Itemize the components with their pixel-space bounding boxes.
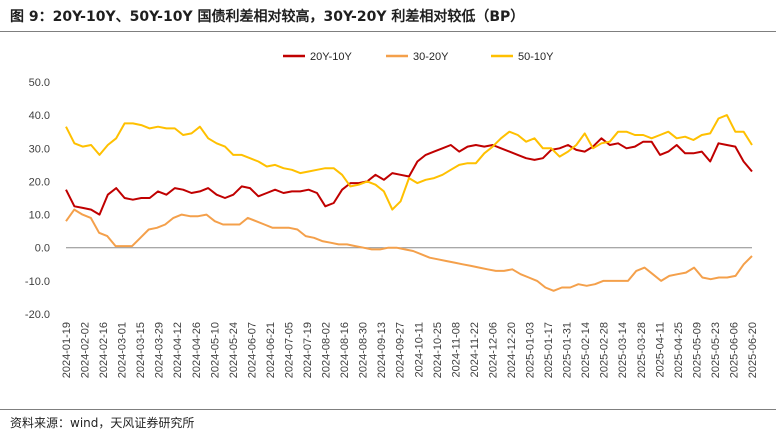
x-tick-label: 2024-03-01 [117, 322, 129, 378]
y-tick-label: 20.0 [29, 176, 50, 188]
x-tick-label: 2024-11-08 [450, 322, 462, 377]
x-tick-label: 2025-03-28 [636, 322, 648, 378]
x-tick-label: 2024-03-29 [154, 322, 166, 378]
x-tick-label: 2025-06-06 [728, 322, 740, 378]
x-tick-label: 2024-10-25 [432, 322, 444, 378]
x-tick-label: 2024-08-02 [321, 322, 333, 378]
x-tick-label: 2024-07-05 [283, 322, 295, 378]
x-tick-label: 2025-03-14 [617, 322, 629, 378]
x-tick-label: 2024-07-19 [302, 322, 314, 378]
x-tick-label: 2024-09-27 [395, 322, 407, 378]
y-tick-label: -20.0 [25, 309, 50, 321]
y-tick-label: 10.0 [29, 210, 50, 222]
bottom-rule [0, 409, 776, 410]
y-tick-label: 50.0 [29, 77, 50, 89]
series-line-30-20Y [65, 208, 753, 292]
legend-label-20Y-10Y: 20Y-10Y [310, 51, 352, 63]
x-tick-label: 2025-05-09 [691, 322, 703, 378]
x-tick-label: 2024-02-02 [80, 322, 92, 378]
x-tick-label: 2024-03-15 [135, 322, 147, 378]
legend-label-30-20Y: 30-20Y [413, 51, 449, 63]
x-tick-label: 2025-04-11 [654, 322, 666, 377]
x-tick-label: 2024-01-19 [61, 322, 73, 378]
source-note: 资料来源：wind，天风证券研究所 [10, 416, 195, 430]
x-tick-label: 2024-08-30 [358, 322, 370, 378]
x-tick-label: 2024-02-16 [98, 322, 110, 378]
y-tick-label: -10.0 [25, 276, 50, 288]
x-tick-label: 2025-06-20 [747, 322, 759, 378]
legend: 20Y-10Y 30-20Y 50-10Y [283, 51, 554, 63]
x-tick-label: 2025-02-14 [580, 322, 592, 378]
x-tick-label: 2024-05-24 [228, 322, 240, 378]
series-lines [65, 114, 753, 292]
x-axis: 2024-01-19 2024-02-02 2024-02-16 2024-03-01… [61, 322, 759, 378]
x-tick-label: 2024-10-11 [413, 322, 425, 377]
chart-title: 图 9：20Y-10Y、50Y-10Y 国债利差相对较高，30Y-20Y 利差相… [10, 9, 525, 25]
x-tick-label: 2024-04-26 [191, 322, 203, 378]
x-tick-label: 2025-01-03 [525, 322, 537, 378]
x-tick-label: 2024-09-13 [376, 322, 388, 378]
x-tick-label: 2024-12-06 [487, 322, 499, 378]
x-tick-label: 2025-05-23 [710, 322, 722, 378]
legend-label-50-10Y: 50-10Y [518, 51, 554, 63]
x-tick-label: 2024-05-10 [209, 322, 221, 378]
x-tick-label: 2025-01-17 [543, 322, 555, 378]
series-line-20Y-10Y [65, 137, 753, 216]
x-tick-label: 2024-12-20 [506, 322, 518, 378]
x-tick-label: 2024-04-12 [172, 322, 184, 378]
x-tick-label: 2024-06-21 [265, 322, 277, 378]
series-line-50-10Y [65, 114, 753, 211]
x-tick-label: 2025-02-28 [599, 322, 611, 378]
chart-canvas: 20Y-10Y 30-20Y 50-10Y 50.0 40.0 30.0 20.0 10.0… [25, 51, 759, 378]
x-tick-label: 2025-04-25 [673, 322, 685, 378]
x-tick-label: 2024-06-07 [246, 322, 258, 378]
y-tick-label: 30.0 [29, 143, 50, 155]
y-tick-label: 40.0 [29, 110, 50, 122]
y-tick-label: 0.0 [35, 243, 50, 255]
top-rule [0, 31, 776, 32]
x-tick-label: 2025-01-31 [562, 322, 574, 378]
x-tick-label: 2024-11-22 [469, 322, 481, 377]
x-tick-label: 2024-08-16 [339, 322, 351, 378]
y-axis: 50.0 40.0 30.0 20.0 10.0 0.0 -10.0 -20.0 [25, 77, 50, 321]
